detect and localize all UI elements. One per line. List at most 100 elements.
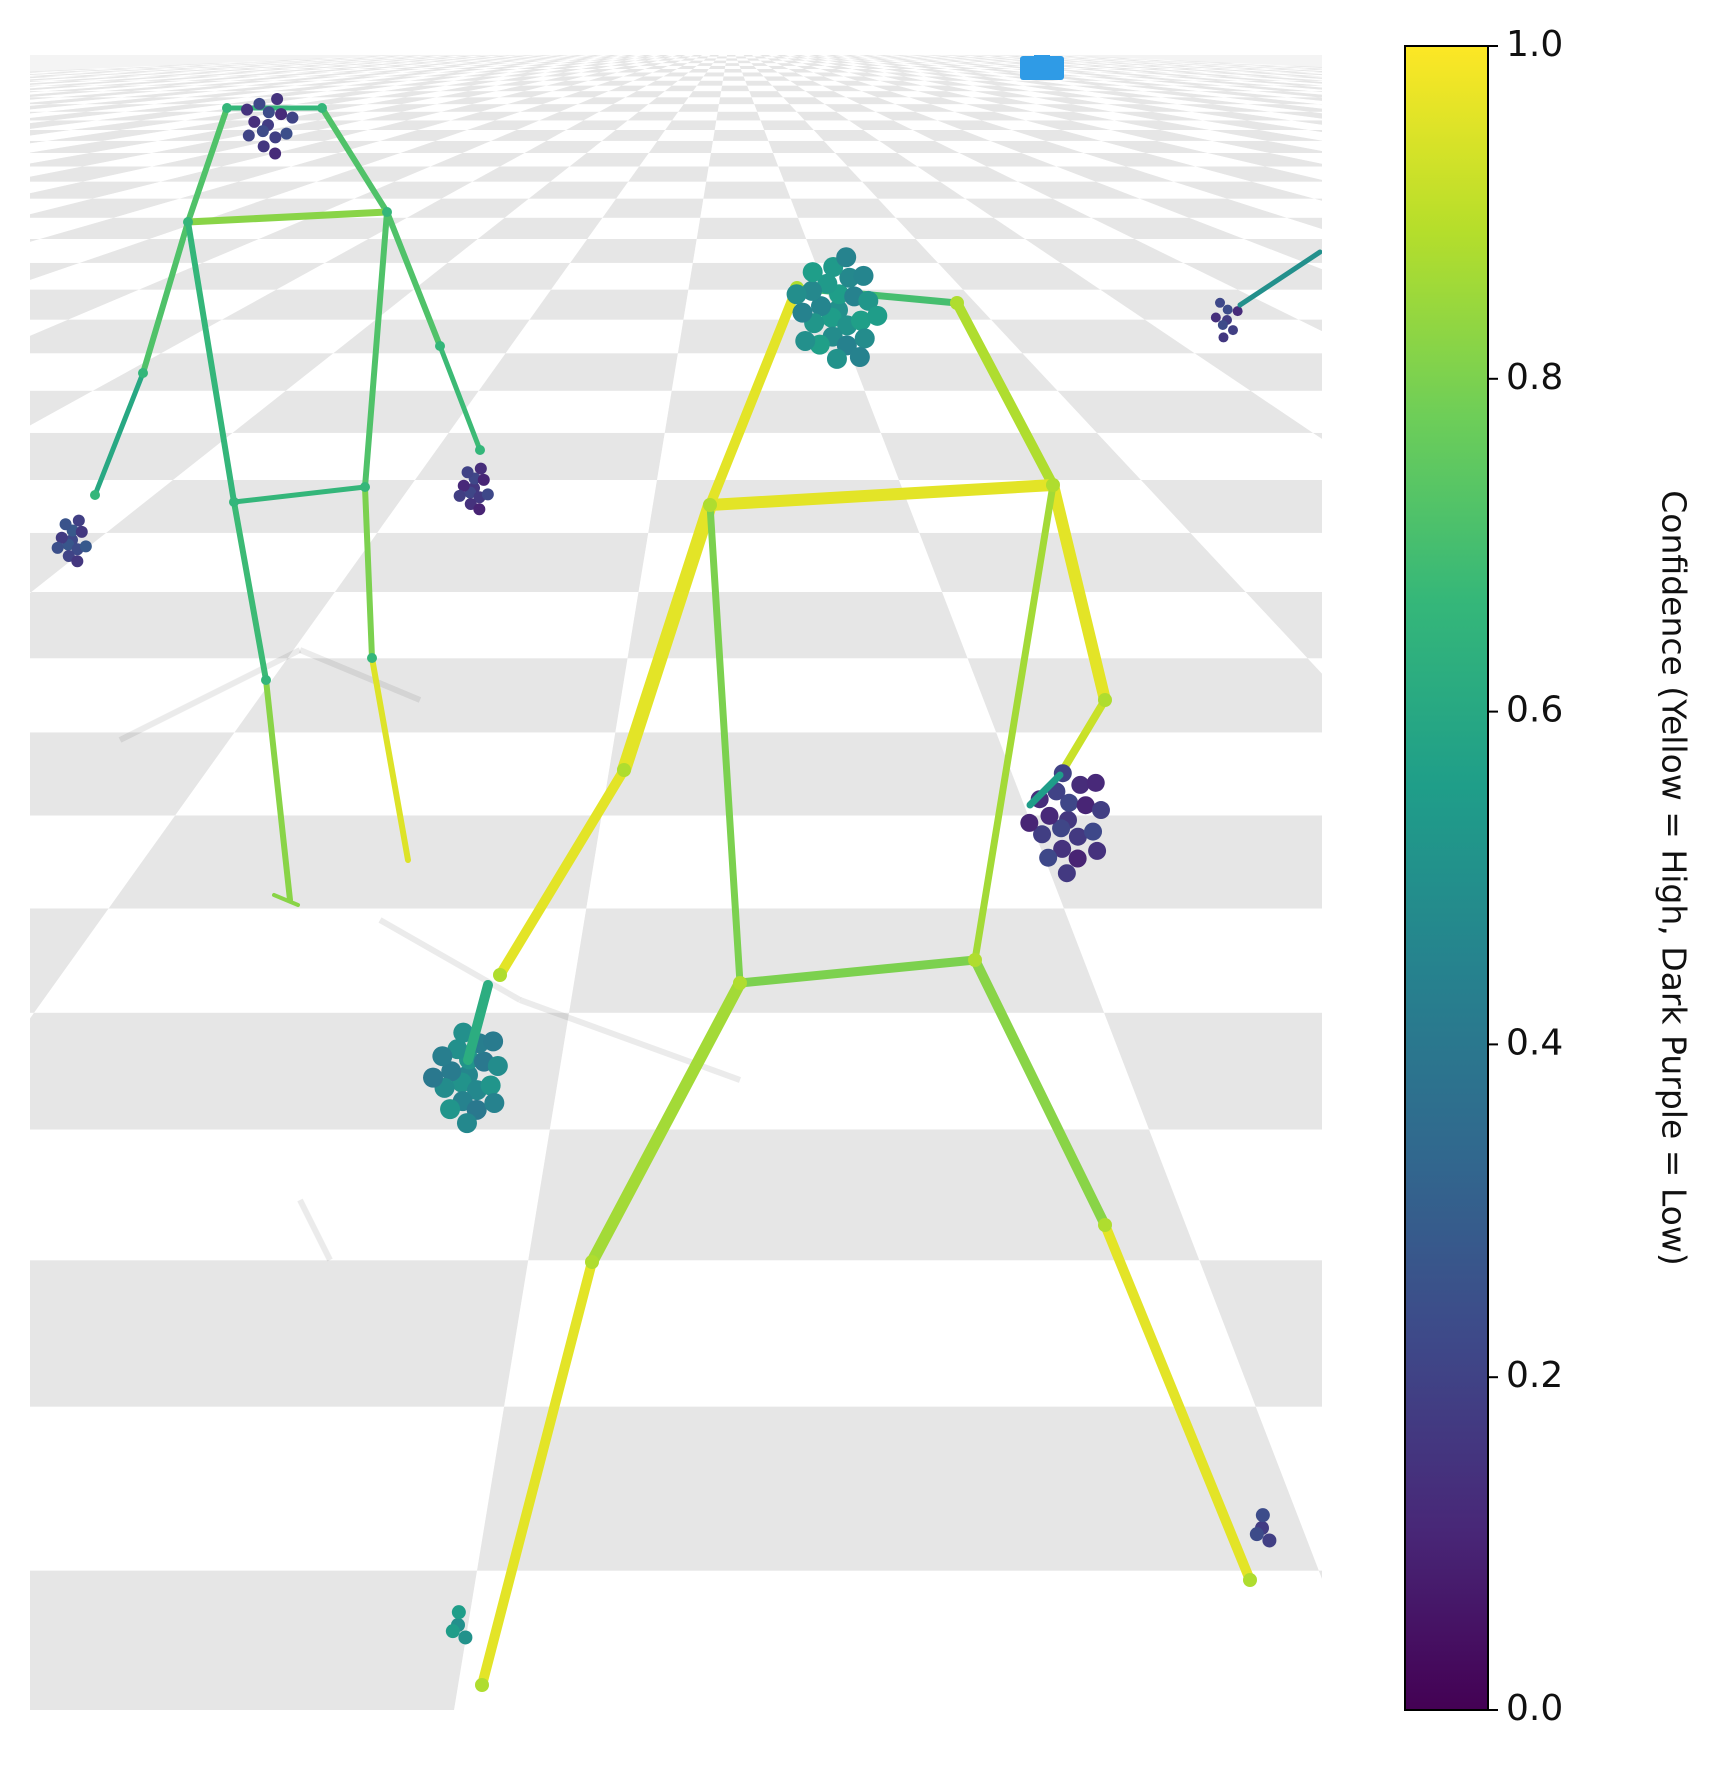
floor-tile — [942, 591, 1308, 659]
floor-tile — [485, 65, 527, 69]
floor-tile — [1209, 65, 1283, 69]
floor-tile — [739, 45, 743, 46]
floor-tile — [861, 91, 909, 98]
floor-tile — [426, 63, 472, 66]
floor-tile — [675, 47, 684, 48]
floor-tile — [889, 48, 913, 49]
skeleton-joint — [256, 125, 269, 138]
floor-tile — [1188, 72, 1264, 77]
floor-tile — [630, 46, 644, 47]
floor-tile — [809, 45, 821, 46]
floor-tile — [602, 130, 666, 141]
floor-tile — [509, 55, 538, 57]
floor-tile — [969, 80, 1024, 86]
floor-tile — [30, 166, 83, 177]
floor-tile — [939, 58, 976, 61]
floor-tile — [242, 68, 311, 73]
floor-tile — [699, 55, 711, 57]
floor-tile — [1114, 91, 1193, 98]
floor-tile — [0, 153, 28, 167]
floor-tile — [672, 111, 718, 121]
floor-tile — [573, 60, 602, 64]
floor-tile — [937, 53, 970, 55]
skeleton-joint — [457, 479, 470, 492]
floor-tile — [678, 47, 688, 48]
floor-tile — [851, 47, 870, 48]
floor-tile — [367, 68, 422, 73]
floor-tile — [772, 56, 788, 59]
floor-tile — [717, 45, 721, 46]
floor-tile — [724, 47, 728, 48]
floor-tile — [964, 60, 1006, 64]
skeleton-joint — [382, 207, 392, 217]
floor-tile — [790, 45, 800, 46]
floor-tile — [764, 130, 824, 141]
floor-tile — [1112, 60, 1171, 64]
floor-tile — [81, 68, 167, 73]
floor-tile — [582, 55, 604, 57]
floor-tile — [929, 53, 961, 55]
floor-tile — [776, 47, 786, 48]
floor-tile — [568, 63, 599, 66]
floor-tile — [903, 63, 939, 66]
floor-tile — [649, 60, 670, 64]
floor-tile — [30, 181, 161, 199]
floor-tile — [634, 47, 648, 48]
floor-tile — [371, 56, 420, 59]
floor-tile — [813, 47, 827, 48]
floor-tile — [642, 47, 655, 48]
colorbar-tick-label: 0.6 — [1506, 690, 1563, 731]
floor-tile — [659, 49, 672, 50]
floor-tile — [1665, 112, 1720, 121]
floor-tile — [1177, 104, 1271, 112]
floor-tile — [814, 53, 832, 55]
skeleton-joint — [257, 140, 270, 153]
floor-tile — [1111, 58, 1169, 61]
floor-tile — [737, 47, 742, 48]
floor-tile — [1023, 85, 1087, 92]
floor-tile — [1173, 181, 1315, 199]
floor-tile — [586, 815, 1064, 909]
floor-tile — [615, 120, 673, 131]
floor-tile — [94, 80, 186, 86]
floor-tile — [590, 53, 612, 55]
floor-tile — [644, 46, 656, 47]
floor-tile — [792, 44, 802, 45]
floor-tile — [573, 47, 593, 48]
floor-tile — [748, 60, 764, 64]
floor-tile — [593, 47, 611, 48]
floor-tile — [693, 49, 702, 50]
floor-tile — [1152, 72, 1224, 77]
floor-tile — [880, 56, 909, 59]
floor-tile — [882, 49, 906, 50]
floor-tile — [30, 97, 91, 103]
floor-tile — [763, 63, 783, 66]
floor-tile — [831, 72, 864, 77]
skeleton-joint — [801, 280, 822, 301]
floor-tile — [980, 53, 1018, 55]
floor-tile — [875, 48, 898, 49]
floor-tile — [377, 480, 657, 533]
floor-tile — [705, 49, 713, 50]
floor-tile — [670, 50, 682, 51]
skeleton-joint — [423, 1067, 444, 1088]
floor-tile — [431, 58, 474, 61]
floor-tile — [671, 80, 701, 86]
floor-tile — [912, 50, 940, 51]
floor-tile — [670, 68, 693, 73]
floor-tile — [708, 55, 719, 57]
floor-tile — [786, 52, 800, 53]
floor-tile — [1173, 85, 1256, 92]
skeleton-joint — [440, 1099, 461, 1120]
floor-tile — [1270, 152, 1322, 164]
floor-tile — [1098, 85, 1171, 92]
skeleton-joint — [242, 129, 255, 142]
floor-tile — [871, 56, 899, 59]
floor-tile — [670, 45, 679, 46]
skeleton-joint — [360, 482, 370, 492]
floor-tile — [469, 65, 512, 69]
floor-tile — [949, 58, 988, 61]
floor-tile — [963, 76, 1015, 81]
floor-tile — [800, 49, 814, 50]
floor-tile — [883, 76, 925, 81]
